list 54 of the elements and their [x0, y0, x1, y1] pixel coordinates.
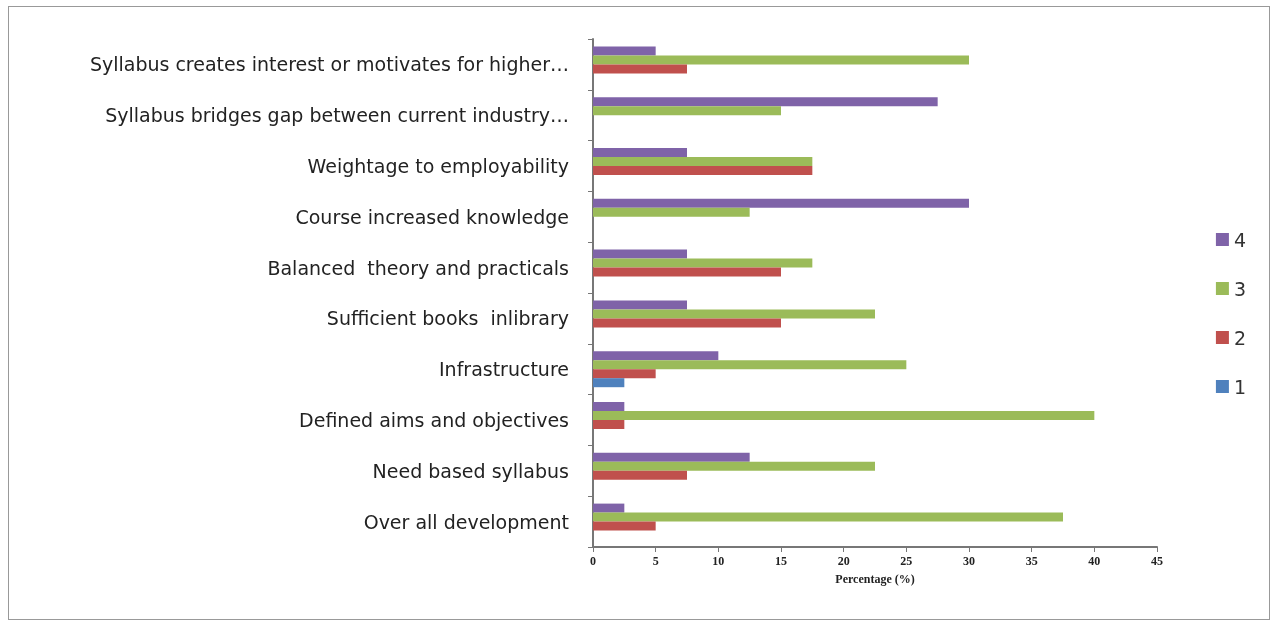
bar — [593, 402, 625, 411]
bar — [593, 512, 1063, 522]
bar — [593, 148, 687, 157]
bar — [593, 300, 687, 310]
y-tick-label: Infrastructure — [438, 358, 569, 381]
x-tick-label: 20 — [837, 554, 850, 568]
bar — [593, 360, 907, 370]
y-tick-label: Syllabus creates interest or motivates for higher… — [89, 53, 569, 76]
bar — [593, 46, 656, 56]
bar — [593, 249, 687, 259]
bar — [593, 55, 969, 65]
bar — [593, 64, 687, 74]
y-tick-label: Weightage to employability — [307, 155, 569, 177]
bar — [593, 503, 625, 513]
bar — [593, 309, 875, 319]
y-tick-label: Over all development — [363, 510, 569, 533]
bar — [593, 411, 1095, 420]
x-tick-label: 15 — [775, 554, 787, 568]
bar — [593, 97, 938, 107]
x-tick-label: 0 — [590, 554, 596, 568]
bar — [593, 157, 813, 166]
bar — [593, 378, 625, 388]
bar — [593, 521, 656, 531]
x-tick-label: 45 — [1151, 554, 1163, 568]
x-tick-label: 10 — [712, 554, 725, 568]
x-axis-title: Percentage (%) — [835, 572, 915, 586]
x-tick-label: 40 — [1088, 554, 1101, 568]
y-tick-label: Syllabus bridges gap between current industry… — [105, 104, 569, 127]
y-tick-label: Course increased knowledge — [295, 205, 569, 228]
bar — [593, 258, 813, 268]
bar — [593, 420, 625, 429]
bar — [593, 470, 687, 480]
legend-label: 2 — [1233, 326, 1247, 349]
bar — [593, 452, 750, 462]
bar — [593, 106, 781, 116]
y-tick-label: Sufficient books inlibrary — [326, 307, 569, 330]
legend-label: 3 — [1233, 277, 1247, 300]
bar — [593, 318, 781, 328]
legend-label: 4 — [1233, 228, 1247, 251]
bar — [593, 461, 875, 471]
bar — [593, 369, 656, 379]
x-tick-label: 5 — [652, 554, 659, 568]
legend-label: 1 — [1233, 375, 1247, 398]
y-tick-label: Defined aims and objectives — [299, 409, 569, 431]
bar — [593, 351, 719, 361]
x-tick-label: 25 — [900, 554, 913, 568]
bar — [593, 207, 750, 217]
x-tick-label: 30 — [963, 554, 975, 568]
y-tick-label: Need based syllabus — [372, 459, 569, 482]
y-tick-label: Balanced theory and practicals — [267, 256, 569, 279]
bar — [593, 198, 969, 208]
bar — [593, 267, 781, 277]
bar — [593, 166, 813, 175]
x-tick-label: 35 — [1025, 554, 1038, 568]
